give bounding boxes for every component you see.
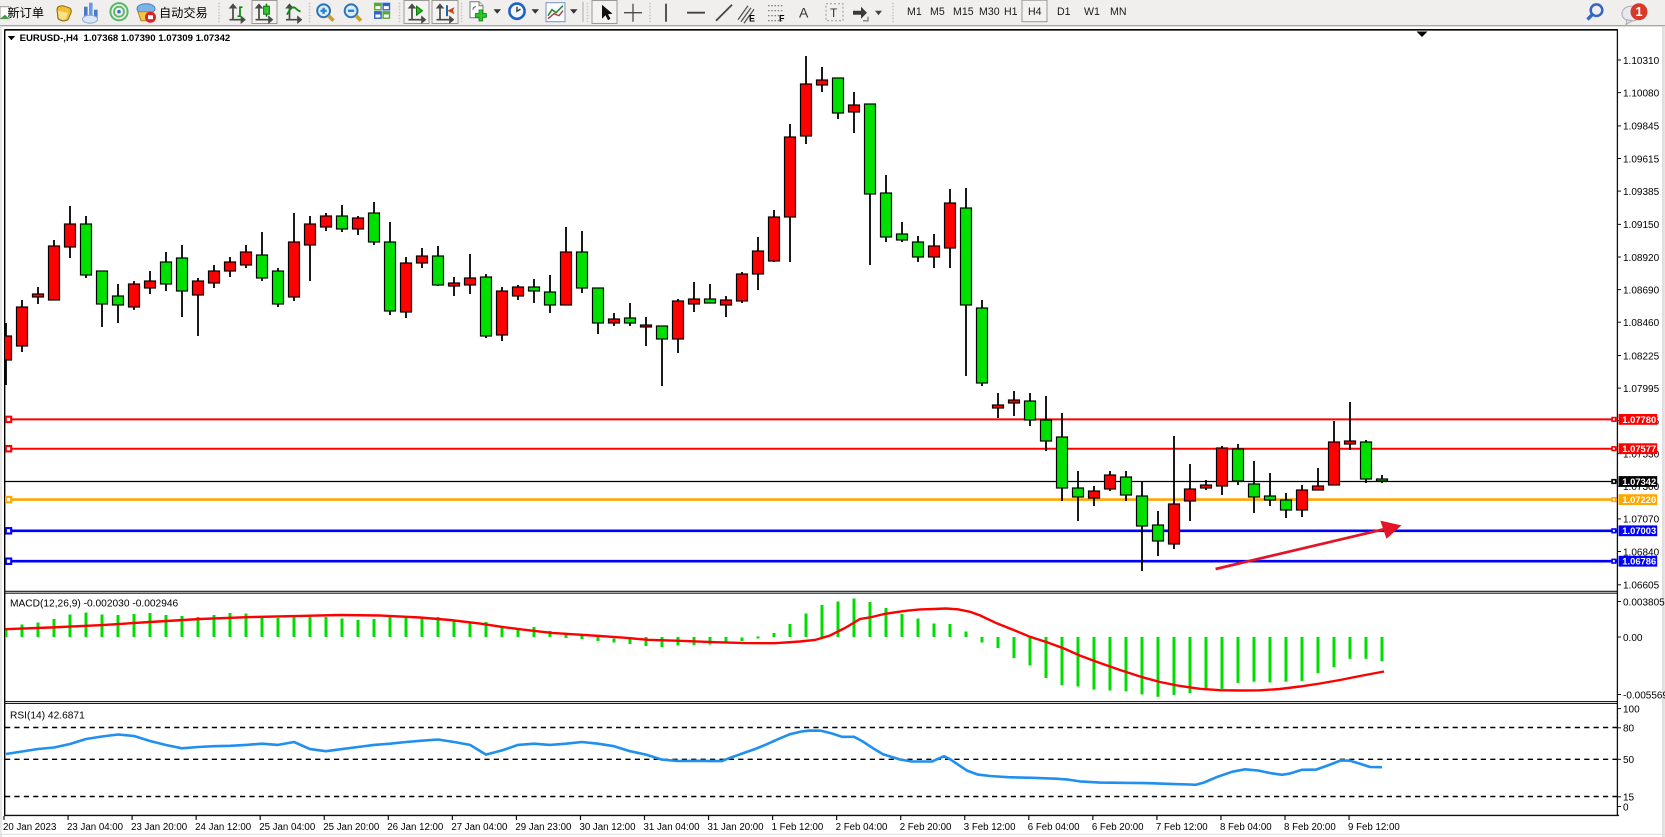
svg-text:RSI(14) 42.6871: RSI(14) 42.6871 (10, 711, 85, 722)
svg-text:2 Feb 20:00: 2 Feb 20:00 (900, 822, 952, 833)
svg-text:0.003805: 0.003805 (1623, 597, 1665, 608)
svg-text:1.09385: 1.09385 (1623, 187, 1660, 198)
svg-text:-0.005569: -0.005569 (1623, 690, 1665, 701)
svg-text:1.08460: 1.08460 (1623, 318, 1660, 329)
svg-text:EURUSD-,H4 1.07368 1.07390 1.: EURUSD-,H4 1.07368 1.07390 1.07309 1.073… (20, 33, 231, 44)
svg-text:M1: M1 (907, 6, 922, 18)
svg-text:20 Jan 2023: 20 Jan 2023 (3, 822, 56, 833)
svg-text:25 Jan 04:00: 25 Jan 04:00 (259, 822, 316, 833)
svg-text:31 Jan 04:00: 31 Jan 04:00 (644, 822, 701, 833)
svg-text:MACD(12,26,9) -0.002030 -0.002: MACD(12,26,9) -0.002030 -0.002946 (10, 599, 179, 610)
svg-text:E: E (749, 14, 755, 24)
svg-text:23 Jan 04:00: 23 Jan 04:00 (67, 822, 124, 833)
svg-text:1.06605: 1.06605 (1623, 581, 1660, 592)
svg-text:D1: D1 (1057, 6, 1071, 18)
svg-text:0.00: 0.00 (1623, 633, 1643, 644)
svg-text:1 Feb 12:00: 1 Feb 12:00 (772, 822, 824, 833)
svg-text:1.06786: 1.06786 (1622, 556, 1656, 567)
svg-text:1: 1 (1635, 4, 1642, 19)
svg-text:1.07070: 1.07070 (1623, 515, 1660, 526)
svg-text:6 Feb 04:00: 6 Feb 04:00 (1028, 822, 1080, 833)
svg-text:1.07577: 1.07577 (1622, 443, 1656, 454)
svg-text:1.07003: 1.07003 (1622, 525, 1656, 536)
svg-text:31 Jan 20:00: 31 Jan 20:00 (708, 822, 765, 833)
svg-text:自动交易: 自动交易 (159, 5, 208, 20)
svg-text:M15: M15 (953, 6, 974, 18)
svg-text:15: 15 (1623, 793, 1635, 804)
svg-text:100: 100 (1623, 704, 1640, 715)
svg-text:3 Feb 12:00: 3 Feb 12:00 (964, 822, 1016, 833)
svg-text:1.07300: 1.07300 (1623, 482, 1660, 493)
svg-text:1.07780: 1.07780 (1622, 414, 1656, 425)
svg-text:8 Feb 20:00: 8 Feb 20:00 (1284, 822, 1336, 833)
svg-text:1.08690: 1.08690 (1623, 285, 1660, 296)
svg-text:2 Feb 04:00: 2 Feb 04:00 (836, 822, 888, 833)
svg-text:F: F (779, 14, 785, 24)
svg-text:1.07530: 1.07530 (1623, 449, 1660, 460)
svg-text:M5: M5 (930, 6, 945, 18)
svg-text:新订单: 新订单 (8, 5, 45, 20)
svg-text:H4: H4 (1028, 6, 1042, 18)
svg-text:23 Jan 20:00: 23 Jan 20:00 (131, 822, 188, 833)
svg-text:0: 0 (1623, 802, 1629, 813)
svg-text:30 Jan 12:00: 30 Jan 12:00 (579, 822, 636, 833)
svg-text:T: T (830, 6, 838, 20)
svg-text:9 Feb 12:00: 9 Feb 12:00 (1348, 822, 1400, 833)
svg-text:1.09845: 1.09845 (1623, 122, 1660, 133)
svg-text:80: 80 (1623, 724, 1635, 735)
svg-text:M30: M30 (979, 6, 1000, 18)
svg-text:A: A (799, 5, 809, 21)
svg-text:1.10080: 1.10080 (1623, 88, 1660, 99)
svg-text:29 Jan 23:00: 29 Jan 23:00 (515, 822, 572, 833)
svg-text:7 Feb 12:00: 7 Feb 12:00 (1156, 822, 1208, 833)
svg-text:1.10310: 1.10310 (1623, 56, 1660, 67)
svg-text:50: 50 (1623, 755, 1635, 766)
svg-text:MN: MN (1110, 6, 1126, 18)
svg-text:8 Feb 04:00: 8 Feb 04:00 (1220, 822, 1272, 833)
svg-text:1.09150: 1.09150 (1623, 220, 1660, 231)
svg-text:1.09615: 1.09615 (1623, 154, 1660, 165)
svg-text:26 Jan 12:00: 26 Jan 12:00 (387, 822, 444, 833)
svg-text:24 Jan 12:00: 24 Jan 12:00 (195, 822, 252, 833)
svg-text:1.08920: 1.08920 (1623, 253, 1660, 264)
svg-text:H1: H1 (1004, 6, 1018, 18)
svg-text:1.08225: 1.08225 (1623, 351, 1660, 362)
svg-text:1.07342: 1.07342 (1622, 476, 1656, 487)
svg-text:6 Feb 20:00: 6 Feb 20:00 (1092, 822, 1144, 833)
svg-text:1.07995: 1.07995 (1623, 384, 1660, 395)
svg-text:1.07220: 1.07220 (1622, 494, 1656, 505)
svg-text:27 Jan 04:00: 27 Jan 04:00 (451, 822, 508, 833)
svg-text:W1: W1 (1084, 6, 1100, 18)
svg-text:25 Jan 20:00: 25 Jan 20:00 (323, 822, 380, 833)
svg-text:1.06840: 1.06840 (1623, 547, 1660, 558)
